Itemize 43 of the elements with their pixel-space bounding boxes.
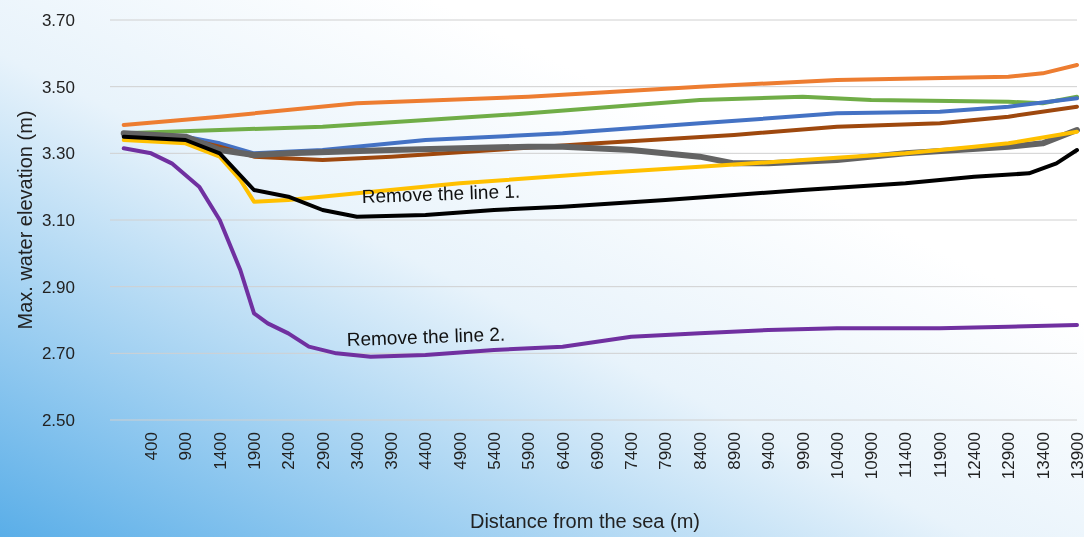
x-tick-label: 9900 <box>793 432 813 470</box>
x-tick-label: 12400 <box>965 432 985 480</box>
x-tick-label: 12900 <box>999 432 1019 480</box>
line-series <box>121 63 1079 127</box>
x-tick-label: 13400 <box>1033 432 1053 480</box>
x-tick-label: 6900 <box>587 432 607 470</box>
x-tick-label: 13900 <box>1067 432 1084 480</box>
y-tick-label: 3.10 <box>41 210 75 230</box>
x-tick-label: 6400 <box>553 432 573 470</box>
x-tick-label: 5900 <box>519 432 539 470</box>
x-tick-label: 7900 <box>656 432 676 470</box>
x-tick-label: 3400 <box>347 432 367 470</box>
y-tick-label: 3.70 <box>41 10 75 30</box>
y-tick-label: 3.50 <box>41 77 75 97</box>
line-series <box>121 129 1079 204</box>
x-tick-label: 5400 <box>485 432 505 470</box>
x-tick-label: 10400 <box>827 432 847 480</box>
y-axis-title: Max. water elevation (m) <box>14 110 36 330</box>
y-tick-label: 2.50 <box>41 410 75 430</box>
x-tick-label: 4900 <box>450 432 470 470</box>
x-tick-label: 2400 <box>279 432 299 470</box>
x-tick-label: 9400 <box>759 432 779 470</box>
x-tick-label: 8900 <box>725 432 745 470</box>
annotation: Remove the line 1. <box>361 180 521 207</box>
x-tick-label: 3900 <box>382 432 402 470</box>
line-series <box>121 134 1079 219</box>
y-tick-label: 3.30 <box>41 144 75 164</box>
x-tick-label: 10900 <box>862 432 882 480</box>
x-tick-label: 400 <box>142 432 162 461</box>
x-tick-label: 4400 <box>416 432 436 470</box>
x-tick-label: 7400 <box>622 432 642 470</box>
x-tick-label: 2900 <box>313 432 333 470</box>
y-tick-label: 2.90 <box>41 277 75 297</box>
x-axis-title: Distance from the sea (m) <box>469 510 701 532</box>
x-tick-label: 8400 <box>690 432 710 470</box>
x-tick-label: 900 <box>176 432 196 461</box>
x-tick-label: 1900 <box>244 432 264 470</box>
y-tick-label: 2.70 <box>41 344 75 364</box>
annotation: Remove the line 2. <box>346 323 506 350</box>
x-tick-label: 11900 <box>930 432 950 479</box>
x-tick-label: 1400 <box>210 432 230 470</box>
x-tick-label: 11400 <box>896 432 916 479</box>
line-series <box>121 146 1079 359</box>
